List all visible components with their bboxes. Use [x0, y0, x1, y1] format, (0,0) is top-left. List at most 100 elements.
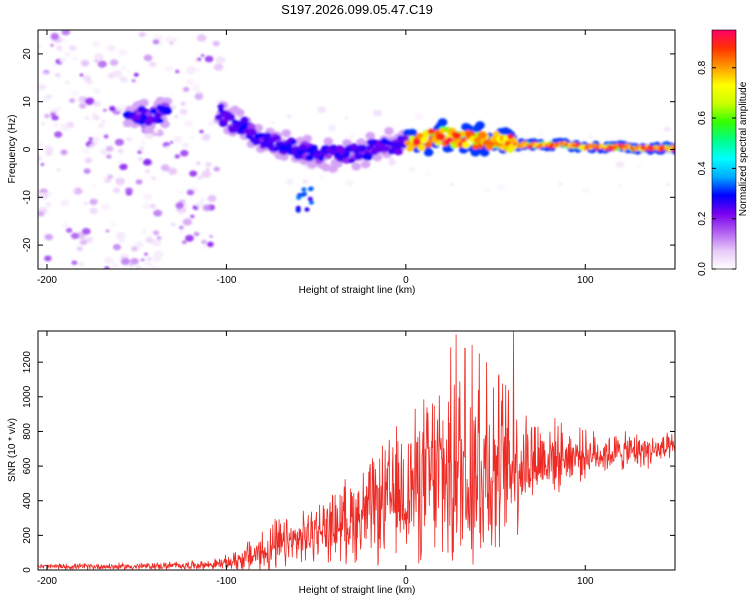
spectrogram-noise-blob [104, 256, 114, 265]
spectrogram-noise-blob [42, 98, 48, 102]
spectrogram-noise-blob [388, 156, 394, 161]
spectrogram-noise-blob [195, 68, 200, 72]
spectrogram-noise-blob [64, 52, 71, 57]
spectrogram-noise-blob [156, 236, 162, 240]
spectrogram-noise-blob [373, 109, 382, 117]
colorbar-tick-label: 0.4 [697, 161, 708, 175]
spectrogram-ridge-blob [154, 112, 162, 119]
spectrogram-noise-blob [179, 108, 188, 115]
spectrogram-noise-blob [153, 129, 159, 134]
spectrogram-noise-blob [45, 94, 52, 100]
spectrogram-noise-blob [142, 203, 151, 210]
spectrogram-noise-blob [196, 34, 207, 42]
spectrogram-noise-blob [199, 130, 204, 134]
spectrogram-ridge-blob [240, 122, 248, 129]
spectrogram-ridge-blob [351, 162, 362, 171]
spectrogram-noise-blob [143, 193, 152, 201]
spectrogram-noise-blob [496, 183, 506, 191]
spectrogram-ridge-blob [461, 141, 471, 149]
spectrogram-ridge-blob [404, 140, 411, 146]
y-tick-label: 800 [22, 423, 33, 440]
spectrogram-ridge-blob [387, 149, 395, 155]
spectrogram-noise-blob [59, 57, 66, 63]
y-tick-label: 20 [22, 48, 33, 60]
spectrogram-noise-blob [44, 113, 50, 119]
spectrogram-noise-blob [44, 145, 54, 153]
spectrogram-noise-blob [83, 148, 90, 155]
spectrogram-noise-blob [204, 55, 214, 63]
spectrogram-noise-blob [112, 263, 119, 268]
spectrogram-noise-blob [164, 36, 173, 43]
spectrogram-noise-blob [152, 39, 160, 45]
spectrogram-noise-blob [38, 192, 46, 200]
spectrogram-ridge-blob [473, 137, 482, 144]
spectrogram-noise-blob [55, 73, 61, 78]
spectrogram-noise-blob [60, 149, 68, 156]
spectrogram-noise-blob [138, 145, 145, 151]
spectrogram-noise-blob [70, 232, 80, 240]
x-tick-label: -200 [37, 275, 57, 286]
spectrogram-noise-blob [115, 177, 126, 186]
colorbar-tick-label: 0.6 [697, 111, 708, 125]
spectrogram-noise-blob [408, 166, 416, 172]
spectrogram-ridge-blob [162, 106, 172, 115]
spectrogram-noise-blob [92, 100, 101, 107]
colorbar-ticks: 0.0 0.2 0.4 0.6 0.8 [697, 60, 736, 276]
spectrogram-noise-blob [135, 265, 142, 269]
spectrogram-noise-blob [173, 135, 183, 144]
spectrogram-ridge-blob [305, 154, 314, 162]
spectrogram-noise-blob [178, 225, 184, 230]
spectrogram-noise-blob [110, 222, 116, 226]
spectrogram-noise-blob [38, 155, 42, 162]
spectrogram-ridge-blob [157, 118, 164, 124]
spectrogram-noise-blob [117, 148, 124, 154]
spectrogram-streak-blob [304, 207, 310, 212]
spectrogram-noise-blob [615, 161, 625, 169]
spectrogram-noise-blob [41, 122, 45, 125]
spectrogram-noise-blob [112, 70, 122, 78]
spectrogram-noise-blob [581, 187, 591, 194]
spectrogram-noise-blob [61, 30, 71, 36]
spectrogram-noise-blob [388, 159, 396, 166]
spectrogram-noise-blob [196, 202, 204, 208]
spectrogram-noise-blob [349, 134, 355, 139]
spectrogram-noise-blob [196, 175, 203, 180]
spectrogram-noise-blob [119, 163, 128, 170]
spectrogram-noise-blob [44, 255, 52, 262]
spectrogram-ridge-blob [225, 113, 236, 122]
spectrogram-noise-blob [114, 138, 124, 146]
spectrogram-noise-blob [38, 84, 46, 91]
spectrogram-noise-blob [89, 207, 98, 215]
spectrogram-noise-blob [63, 38, 68, 42]
spectrogram-noise-blob [53, 64, 58, 67]
spectrogram-noise-blob [558, 182, 563, 186]
spectrogram-ridge-blob [311, 144, 318, 151]
spectrogram-ridge-blob [479, 148, 490, 157]
spectrogram-noise-blob [51, 115, 59, 121]
spectrogram-ridge-blob [492, 131, 500, 137]
spectrogram-noise-blob [146, 256, 152, 261]
spectrogram-noise-blob [538, 132, 544, 137]
spectrogram-ridge-blob [437, 118, 448, 127]
y-tick-label: -20 [22, 237, 33, 252]
spectrogram-ridge-blob [302, 134, 313, 143]
spectrogram-noise-blob [320, 176, 325, 179]
colorbar-tick-label: 0.8 [697, 60, 708, 74]
spectrogram-noise-blob [182, 218, 193, 226]
spectrogram-noise-blob [38, 45, 41, 48]
spectrogram-noise-blob [149, 203, 156, 209]
spectrogram-noise-blob [138, 157, 143, 162]
spectrogram-streak-blob [308, 200, 314, 205]
spectrogram-ridge-blob [342, 157, 352, 164]
spectrogram-streak-blob [307, 196, 313, 202]
spectrogram-noise-blob [120, 257, 131, 266]
spectrogram-noise-blob [104, 266, 110, 269]
spectrogram-ridge-blob [155, 96, 166, 105]
spectrogram-noise-blob [92, 87, 101, 94]
spectrogram-noise-blob [182, 142, 189, 148]
spectrogram-noise-blob [71, 189, 76, 193]
x-tick-label: 0 [403, 576, 409, 587]
spectrogram-noise-blob [142, 158, 153, 166]
